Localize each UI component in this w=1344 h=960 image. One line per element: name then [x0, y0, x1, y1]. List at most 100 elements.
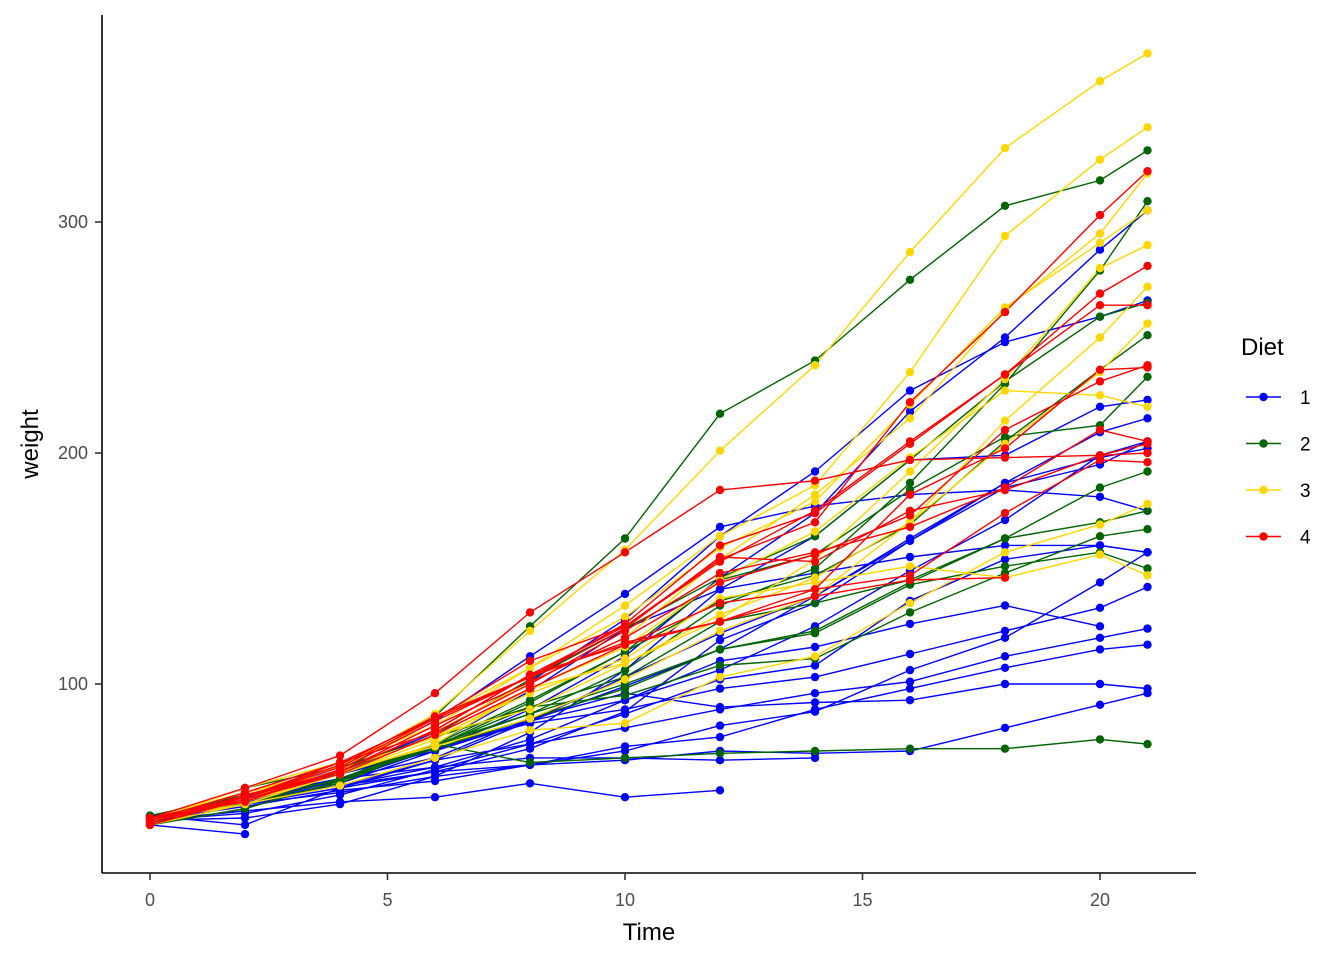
data-point-diet-3	[1143, 571, 1152, 580]
data-point-diet-4	[1095, 455, 1105, 465]
data-point-diet-4	[1095, 377, 1105, 386]
data-point-diet-3	[810, 573, 820, 582]
data-point-diet-1	[430, 767, 440, 776]
data-point-diet-4	[145, 820, 155, 830]
y-axis-title: weight	[17, 409, 44, 480]
data-point-diet-1	[715, 705, 725, 714]
series-line-diet-1	[149, 399, 1148, 821]
data-point-diet-4	[335, 751, 345, 760]
data-point-diet-4	[905, 398, 915, 407]
data-point-diet-1	[1000, 633, 1010, 642]
data-point-diet-2	[905, 608, 915, 617]
data-point-diet-1	[1143, 548, 1152, 557]
series-line-diet-4	[149, 304, 1148, 826]
data-point-diet-4	[715, 617, 725, 626]
data-point-diet-3	[1143, 499, 1152, 508]
data-point-diet-2	[1095, 312, 1105, 321]
data-point-diet-3	[810, 490, 820, 499]
series-line-diet-1	[149, 824, 246, 835]
data-point-diet-1	[1095, 402, 1105, 411]
data-point-diet-1	[715, 721, 725, 730]
legend-label: 1	[1300, 388, 1311, 409]
data-point-diet-3	[525, 705, 535, 714]
data-point-diet-2	[525, 758, 535, 767]
data-point-diet-2	[525, 698, 535, 707]
data-point-diet-1	[1000, 515, 1010, 525]
data-point-diet-4	[1000, 508, 1010, 518]
data-point-diet-4	[1143, 448, 1152, 458]
data-point-diet-1	[1095, 622, 1105, 631]
data-point-diet-3	[905, 562, 915, 571]
series-line-diet-1	[149, 299, 1148, 821]
data-point-diet-3	[715, 626, 725, 636]
data-point-diet-1	[905, 552, 915, 562]
data-point-diet-1	[715, 756, 725, 765]
data-point-diet-4	[810, 585, 820, 594]
series-line-diet-2	[149, 200, 1149, 826]
series-line-diet-1	[149, 644, 1148, 821]
series-line-diet-2	[149, 551, 1148, 819]
data-point-diet-1	[1000, 663, 1010, 672]
data-point-diet-1	[1143, 689, 1152, 698]
data-point-diet-4	[240, 793, 250, 802]
data-point-diet-1	[810, 705, 820, 714]
data-point-diet-2	[810, 746, 820, 756]
data-point-diet-4	[715, 557, 725, 566]
data-point-diet-4	[525, 670, 535, 679]
data-point-diet-1	[1095, 245, 1105, 254]
data-point-diet-3	[430, 739, 440, 749]
data-point-diet-3	[905, 598, 915, 608]
series-line-diet-4	[149, 170, 1148, 826]
data-point-diet-3	[620, 659, 630, 668]
legend: Diet 1 2 3 4	[1241, 334, 1311, 549]
data-point-diet-3	[1000, 386, 1010, 395]
data-point-diet-1	[525, 779, 535, 788]
data-point-diet-1	[430, 776, 440, 786]
data-point-diet-4	[715, 485, 725, 495]
data-point-diet-1	[335, 797, 345, 806]
data-point-diet-4	[1095, 289, 1105, 298]
data-point-diet-1	[905, 407, 915, 416]
legend-entry-1: 1	[1246, 388, 1311, 409]
data-point-diet-2	[1143, 372, 1152, 381]
data-point-diet-4	[1000, 425, 1010, 435]
legend-label: 3	[1300, 481, 1311, 502]
data-point-diet-3	[810, 497, 820, 506]
data-point-diet-4	[620, 640, 630, 649]
data-point-diet-3	[620, 601, 630, 610]
x-axis-title: Time	[623, 919, 675, 946]
data-point-diet-1	[1095, 700, 1105, 709]
data-point-diet-4	[1095, 425, 1105, 435]
data-point-diet-3	[1143, 123, 1152, 132]
legend-entry-2: 2	[1246, 435, 1311, 456]
data-point-diet-2	[620, 665, 630, 675]
data-point-diet-1	[1095, 492, 1105, 502]
data-point-diet-1	[1095, 633, 1105, 642]
data-point-diet-1	[1143, 414, 1152, 423]
data-point-diet-1	[715, 732, 725, 742]
series-line-diet-4	[149, 459, 1148, 821]
data-point-diet-3	[715, 672, 725, 682]
data-point-diet-3	[905, 367, 915, 377]
data-point-diet-1	[1095, 603, 1105, 612]
legend-label: 4	[1300, 528, 1311, 549]
data-point-diet-4	[620, 633, 630, 642]
data-point-diet-1	[810, 672, 820, 682]
data-point-diet-2	[715, 661, 725, 670]
data-point-diet-4	[810, 518, 820, 527]
data-point-diet-1	[715, 786, 725, 795]
data-point-diet-4	[525, 679, 535, 689]
data-point-diet-3	[1000, 548, 1010, 557]
data-point-diet-4	[810, 592, 820, 601]
data-point-diet-4	[1143, 363, 1152, 372]
data-point-diet-2	[1000, 562, 1010, 571]
data-point-diet-3	[905, 467, 915, 476]
data-point-diet-2	[905, 275, 915, 284]
data-point-diet-4	[525, 608, 535, 617]
data-point-diet-1	[810, 467, 820, 476]
data-point-diet-3	[525, 626, 535, 636]
data-point-diet-1	[620, 742, 630, 751]
data-point-diet-1	[905, 619, 915, 629]
data-point-diet-1	[1143, 395, 1152, 405]
series-line-diet-3	[149, 209, 1148, 821]
